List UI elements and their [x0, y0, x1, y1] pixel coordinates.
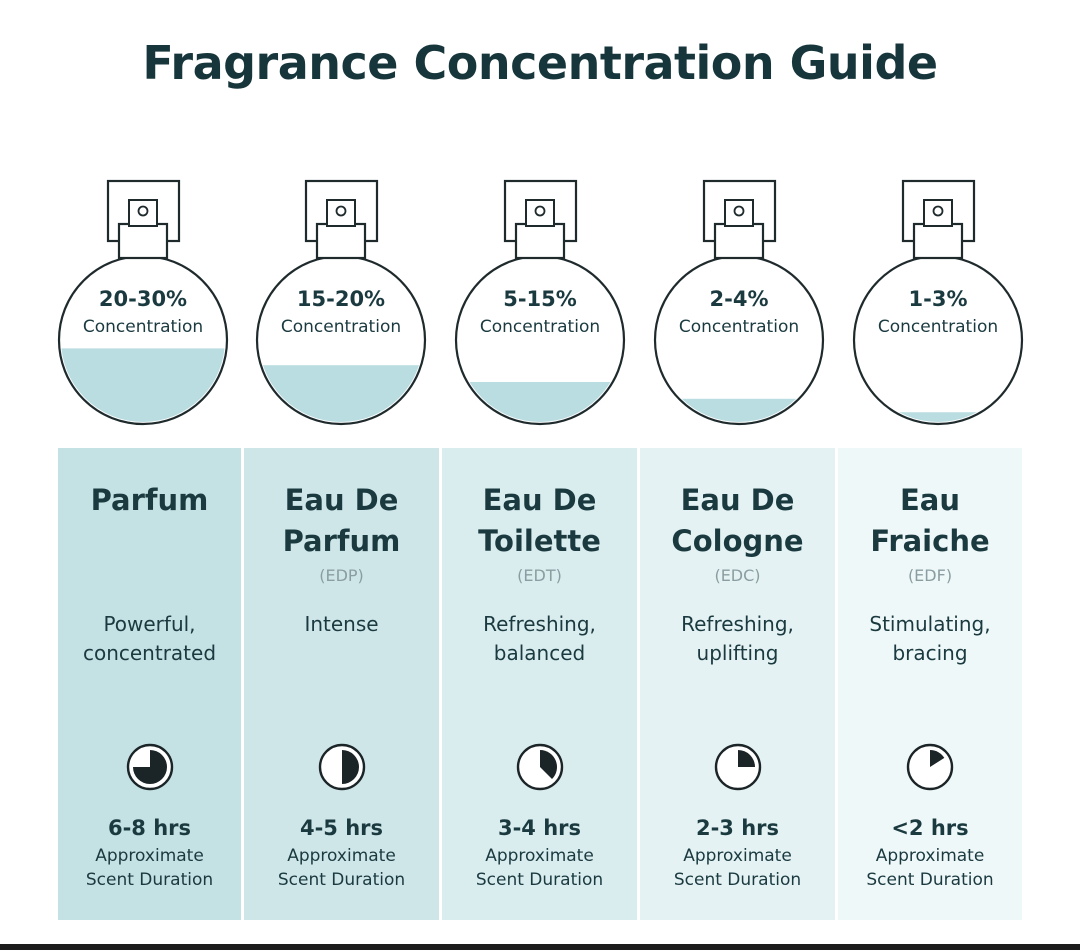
perfume-bottle-icon — [454, 179, 626, 426]
bottle-neck — [117, 222, 169, 260]
scent-duration-hours: 3-4 hrs — [497, 816, 582, 840]
perfume-bottle-icon — [57, 179, 229, 426]
concentration-label: Concentration — [877, 317, 999, 337]
scent-duration-label: Approximate Scent Duration — [475, 846, 604, 890]
clock-icon — [126, 743, 173, 791]
fragrance-name: Eau De Toilette — [478, 483, 601, 558]
fragrance-description: Refreshing, uplifting — [681, 612, 794, 665]
perfume-bottle-icon — [653, 179, 825, 426]
fragrance-panel-parfum: Parfum Powerful, concentrated 6-8 hrs App… — [58, 448, 241, 920]
clock-icon — [516, 743, 563, 791]
clock-icon — [714, 743, 761, 791]
concentration-percent: 5-15% — [503, 287, 577, 311]
clock-elapsed-wedge — [341, 750, 359, 784]
sprayer-nozzle — [534, 205, 546, 217]
bottom-border — [0, 944, 1080, 950]
clock-elapsed-wedge — [930, 750, 945, 767]
fragrance-abbreviation: (EDT) — [517, 566, 562, 585]
sprayer-nozzle — [137, 205, 149, 217]
page-title: Fragrance Concentration Guide — [142, 36, 938, 90]
fragrance-name: Parfum — [90, 483, 209, 517]
fragrance-name: Eau De Parfum — [282, 483, 401, 558]
bottle-sprayer — [923, 199, 953, 227]
fragrance-description: Powerful, concentrated — [82, 612, 217, 665]
bottle-sprayer — [525, 199, 555, 227]
concentration-label: Concentration — [82, 317, 204, 337]
concentration-label: Concentration — [678, 317, 800, 337]
clock-icon — [318, 743, 365, 791]
concentration-percent: 2-4% — [709, 287, 769, 311]
scent-duration-hours: <2 hrs — [891, 816, 969, 840]
bottle-sprayer — [724, 199, 754, 227]
bottle-neck — [315, 222, 367, 260]
fragrance-name: Eau De Cologne — [671, 483, 804, 558]
concentration-percent: 1-3% — [908, 287, 968, 311]
scent-duration-label: Approximate Scent Duration — [85, 846, 214, 890]
fragrance-description: Stimulating, bracing — [869, 612, 991, 665]
perfume-bottle-icon — [255, 179, 427, 426]
bottle-neck — [713, 222, 765, 260]
perfume-bottle-icon — [852, 179, 1024, 426]
fragrance-description: Intense — [304, 612, 379, 636]
fragrance-abbreviation: (EDP) — [319, 566, 364, 585]
fragrance-panel-edp: Eau De Parfum (EDP) Intense 4-5 hrs Appro… — [244, 448, 439, 920]
scent-duration-label: Approximate Scent Duration — [673, 846, 802, 890]
bottle-sprayer — [326, 199, 356, 227]
fragrance-panel-edc: Eau De Cologne (EDC) Refreshing, uplifting… — [640, 448, 835, 920]
concentration-percent: 15-20% — [296, 287, 386, 311]
sprayer-nozzle — [733, 205, 745, 217]
fragrance-abbreviation: (EDF) — [907, 566, 953, 585]
bottle-neck — [514, 222, 566, 260]
fragrance-name: Eau Fraiche — [870, 483, 990, 558]
fragrance-description: Refreshing, balanced — [483, 612, 596, 665]
scent-duration-hours: 6-8 hrs — [107, 816, 192, 840]
bottle-body — [653, 254, 825, 426]
bottle-body — [852, 254, 1024, 426]
scent-duration-hours: 2-3 hrs — [695, 816, 780, 840]
liquid-fill — [856, 412, 1020, 422]
scent-duration-label: Approximate Scent Duration — [866, 846, 994, 890]
clock-elapsed-wedge — [539, 750, 557, 780]
sprayer-nozzle — [932, 205, 944, 217]
fragrance-panel-edt: Eau De Toilette (EDT) Refreshing, balanced… — [442, 448, 637, 920]
scent-duration-hours: 4-5 hrs — [299, 816, 384, 840]
concentration-label: Concentration — [280, 317, 402, 337]
fragrance-abbreviation: (EDC) — [714, 566, 761, 585]
clock-elapsed-wedge — [132, 750, 167, 784]
bottle-row: 20-30% Concentration 15-20% Concentratio… — [0, 0, 1080, 440]
clock-elapsed-wedge — [737, 750, 755, 767]
bottle-sprayer — [128, 199, 158, 227]
sprayer-nozzle — [335, 205, 347, 217]
concentration-label: Concentration — [479, 317, 601, 337]
fragrance-panel-edf: Eau Fraiche (EDF) Stimulating, bracing <2 … — [838, 448, 1022, 920]
clock-icon — [906, 743, 954, 791]
concentration-percent: 20-30% — [98, 287, 188, 311]
bottle-neck — [912, 222, 964, 260]
scent-duration-label: Approximate Scent Duration — [277, 846, 406, 890]
